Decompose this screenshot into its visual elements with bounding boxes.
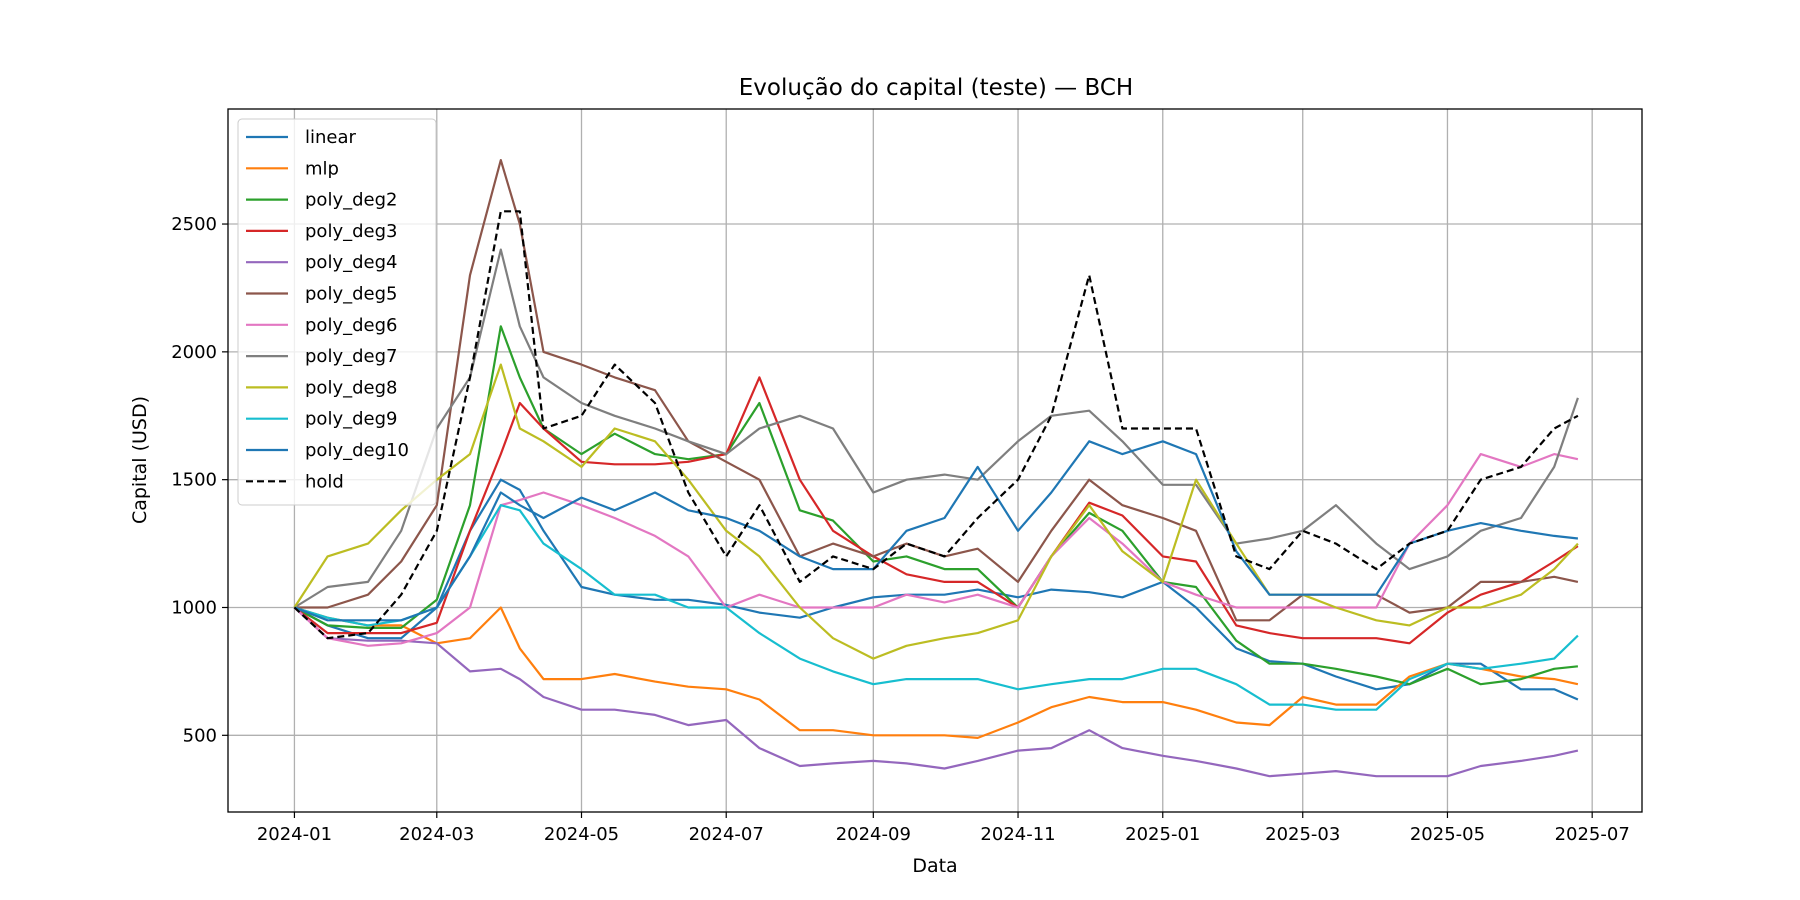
y-tick-label: 1000 [171, 597, 217, 618]
legend-label: poly_deg10 [305, 440, 409, 461]
y-tick-label: 1500 [171, 470, 217, 491]
series-line-poly-deg7 [293, 248, 1579, 609]
plot-frame [227, 108, 1643, 813]
series-line-poly-deg9 [294, 504, 1579, 711]
series-line-mlp [294, 606, 1579, 740]
series-line-poly-deg3 [293, 376, 1579, 645]
x-tick-label: 2025-01 [1125, 824, 1200, 845]
legend-label: hold [305, 471, 344, 492]
x-tick-label: 2024-07 [689, 824, 764, 845]
y-tick-label: 2000 [171, 342, 217, 363]
legend-label: poly_deg3 [305, 221, 397, 242]
x-tick-label: 2024-03 [399, 824, 474, 845]
x-tick-label: 2024-09 [836, 824, 911, 845]
legend-label: poly_deg4 [305, 252, 397, 273]
y-axis-label: Capital (USD) [129, 396, 151, 524]
x-tick-label: 2025-07 [1555, 824, 1630, 845]
legend-label: poly_deg2 [305, 190, 397, 211]
legend-label: mlp [305, 158, 339, 179]
axis-ticks: 2024-01 2024-03 2024-05 2024-07 2024-09 2024-… [171, 214, 1630, 845]
chart-title: Evolução do capital (teste) — BCH [739, 75, 1133, 101]
x-tick-label: 2024-11 [980, 824, 1055, 845]
legend-label: linear [305, 127, 357, 148]
legend-label: poly_deg6 [305, 315, 397, 336]
x-tick-label: 2025-05 [1410, 824, 1485, 845]
series-line-poly-deg6 [293, 453, 1579, 647]
y-tick-label: 500 [183, 725, 217, 746]
legend-box [237, 118, 437, 506]
x-tick-label: 2024-05 [544, 824, 619, 845]
legend: linear mlp poly_deg2 poly_deg3 poly_deg4poly… [237, 118, 437, 506]
legend-label: poly_deg8 [305, 377, 397, 398]
series-lines [293, 159, 1579, 778]
series-line-linear [293, 478, 1579, 701]
legend-label: poly_deg7 [305, 346, 397, 367]
series-line-poly-deg2 [293, 325, 1579, 686]
legend-label: poly_deg5 [305, 284, 397, 305]
x-tick-label: 2025-03 [1265, 824, 1340, 845]
y-tick-label: 2500 [171, 214, 217, 235]
series-line-poly-deg4 [293, 606, 1579, 778]
series-line-poly-deg10 [294, 440, 1579, 622]
x-tick-label: 2024-01 [257, 824, 332, 845]
series-line-poly-deg8 [293, 363, 1579, 660]
legend-label: poly_deg9 [305, 409, 397, 430]
x-axis-label: Data [912, 855, 957, 877]
